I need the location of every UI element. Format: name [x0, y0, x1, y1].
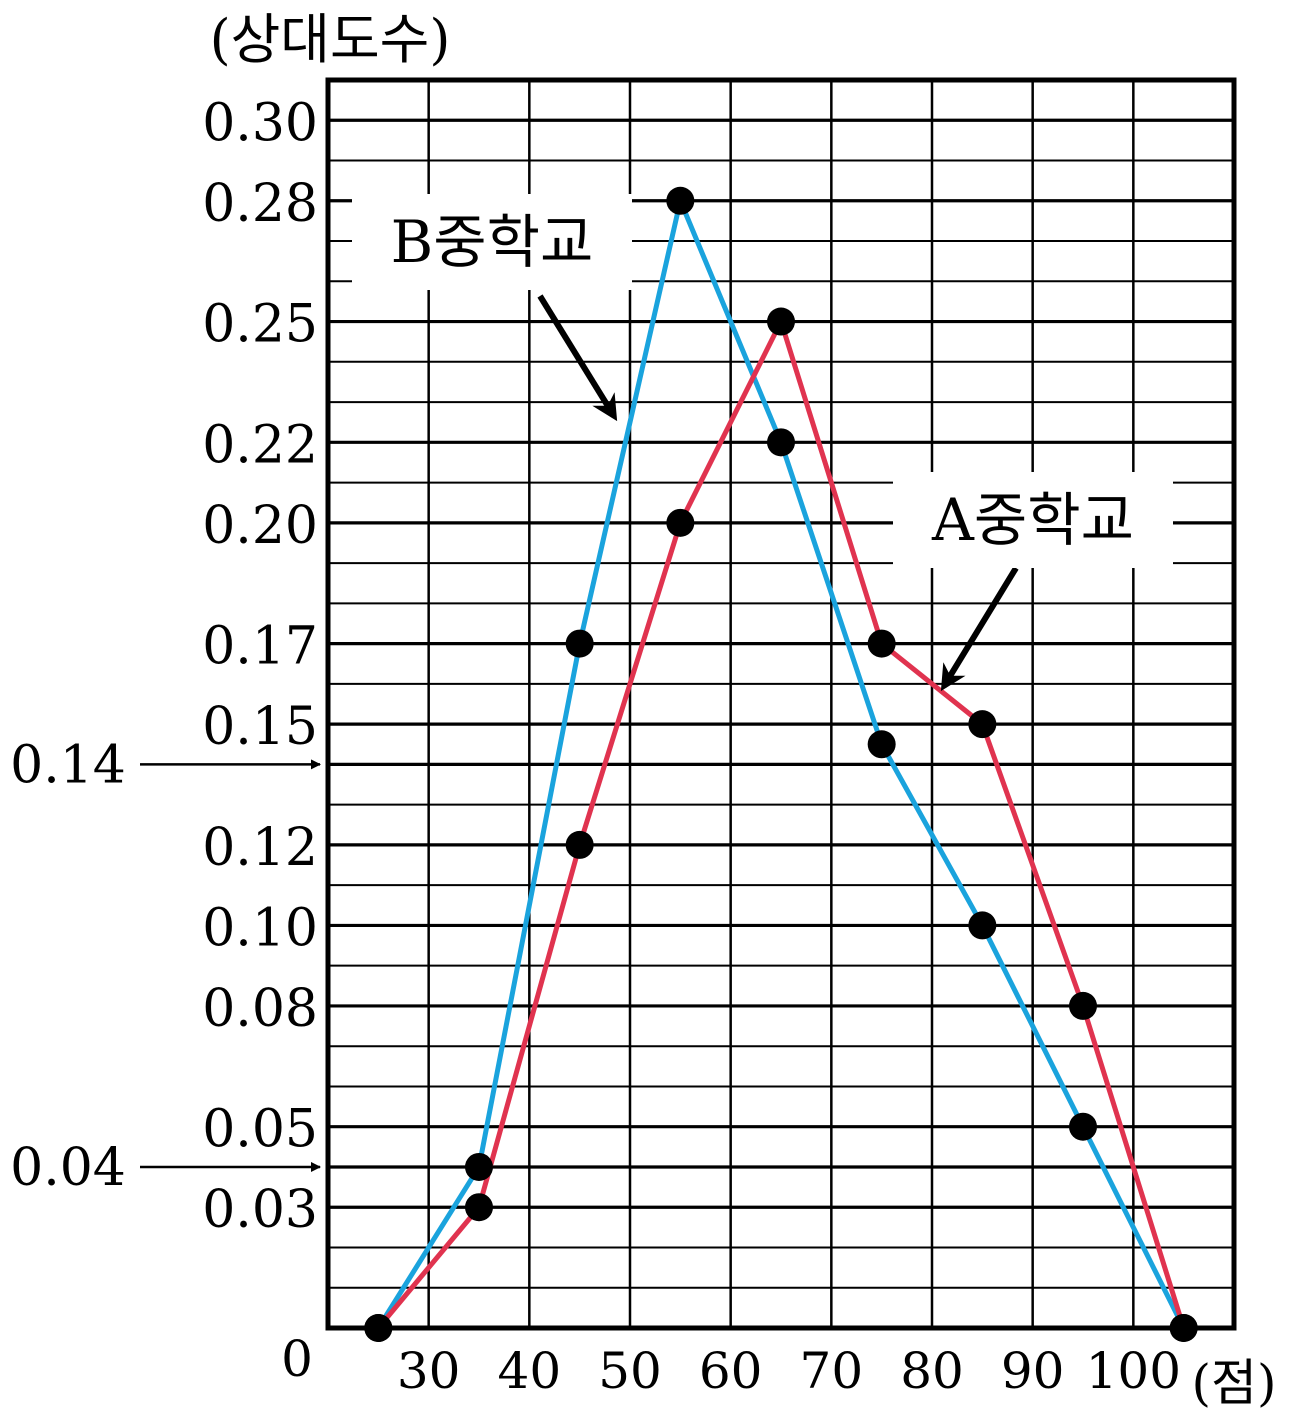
series-callout-bg — [893, 472, 1173, 568]
series-name-label: A중학교 — [931, 486, 1134, 554]
x-tick-label: 100 — [1086, 1342, 1181, 1400]
data-point-b — [767, 428, 795, 457]
data-point-b — [465, 1152, 493, 1181]
data-point-a — [465, 1193, 493, 1222]
labels: 0.30 0.28 0.25 0.22 0.20 0.17 0.15 0.12 0.10 0.08… — [182, 8, 1277, 1412]
data-point-a — [565, 830, 594, 859]
data-point-b — [565, 629, 594, 658]
y-tick-label-bg — [182, 617, 318, 670]
y-tick-label: 0.30 — [202, 93, 318, 153]
x-tick-label: 40 — [498, 1342, 562, 1400]
y-tick-label: 0.10 — [202, 898, 318, 958]
y-tick-label-bg — [182, 496, 318, 549]
y-tick-label-bg — [182, 1181, 318, 1234]
data-point-a — [767, 307, 795, 336]
arrow-value-label: 0.14 — [10, 735, 126, 795]
data-point-b — [1069, 1112, 1097, 1141]
y-tick-label-bg — [182, 295, 318, 348]
x-tick-label: 70 — [800, 1342, 864, 1400]
data-point-a — [1069, 991, 1097, 1020]
x-tick-label: 90 — [1001, 1342, 1065, 1400]
y-tick-label-bg — [182, 979, 318, 1032]
series-callout-arrow — [537, 294, 618, 422]
x-tick-label: 30 — [397, 1342, 461, 1400]
y-tick-label: 0.22 — [202, 415, 318, 475]
x-axis-label: (점) — [1191, 1354, 1276, 1412]
data-point-a — [666, 508, 695, 537]
x-tick-label: 60 — [699, 1342, 763, 1400]
series-callout-bg — [352, 194, 632, 290]
data-points — [364, 186, 1198, 1342]
origin-label: 0 — [281, 1330, 313, 1388]
data-point-b — [968, 911, 997, 940]
y-tick-label-bg — [182, 899, 318, 952]
arrow-value-label: 0.04 — [10, 1138, 126, 1198]
y-tick-label: 0.03 — [202, 1180, 318, 1240]
y-tick-label: 0.15 — [202, 697, 318, 757]
data-point-b — [666, 186, 695, 215]
y-tick-label-bg — [182, 174, 318, 227]
y-tick-label-bg — [182, 94, 318, 147]
series-name-label: B중학교 — [391, 208, 594, 276]
y-tick-label: 0.08 — [202, 979, 318, 1039]
data-point-a — [867, 629, 896, 658]
x-tick-label: 50 — [598, 1342, 662, 1400]
plot-frame — [325, 77, 1237, 1331]
data-point-a — [968, 710, 997, 739]
data-point-a — [364, 1314, 393, 1342]
data-point-b — [867, 730, 896, 759]
y-tick-label-bg — [182, 698, 318, 751]
y-axis-label: (상대도수) — [210, 8, 451, 71]
y-tick-label-bg — [182, 416, 318, 469]
series-callout-arrow — [940, 566, 1019, 692]
y-tick-label: 0.12 — [202, 818, 318, 878]
y-tick-label: 0.17 — [202, 617, 318, 677]
annotation-arrows: 0.14 0.04 — [10, 294, 1019, 1198]
y-tick-label: 0.25 — [202, 295, 318, 355]
y-tick-label: 0.28 — [202, 174, 318, 234]
data-point-a — [1169, 1314, 1198, 1342]
y-tick-label-bg — [182, 818, 318, 871]
y-tick-label: 0.05 — [202, 1100, 318, 1160]
y-tick-label: 0.20 — [202, 496, 318, 556]
x-tick-label: 80 — [900, 1342, 964, 1400]
y-tick-label-bg — [182, 1100, 318, 1153]
